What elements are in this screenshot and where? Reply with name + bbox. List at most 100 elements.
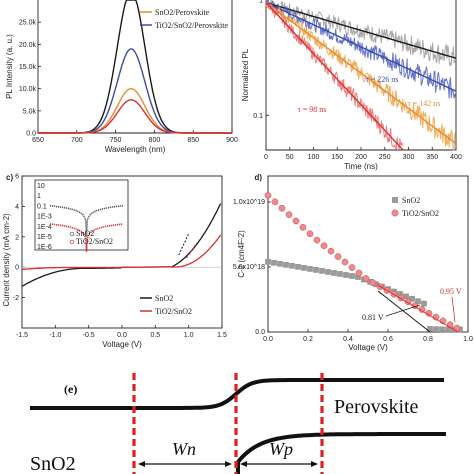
panel-a-series-3 [38, 99, 232, 134]
panel-c-xtick-label: -1.0 [49, 332, 61, 339]
panel-b-xlabel: Time (ns) [344, 162, 378, 171]
panel-d-point-sno2 [331, 270, 337, 276]
panel-c-inset-ytick-label: 1 [37, 193, 41, 200]
panel-c-ylabel: Current density (mA cm-2) [2, 213, 11, 307]
panel-d-point-tio2 [306, 230, 314, 238]
panel-a-series-2 [38, 87, 232, 134]
panel-d-point-tio2 [313, 236, 321, 244]
panel-c-inset-ytick-label: 1E-6 [37, 244, 52, 251]
panel-b-fit-0 [265, 1, 457, 59]
panel-c-ytick-label: 2 [15, 234, 19, 241]
panel-a-xtick-label: 800 [149, 137, 161, 144]
panel-d-xtick-label: 0.2 [303, 336, 313, 343]
panel-d-xlabel: Voltage (V) [348, 343, 388, 352]
panel-a-legend-2: TiO2/SnO2/Perovskite [155, 21, 229, 30]
panel-a-ylabel: PL Intensity (a. u.) [5, 34, 14, 99]
panel-d-fit-sno2 [377, 290, 431, 333]
panel-d-point-sno2 [265, 259, 271, 265]
panel-d-annotation-2: 0.95 V [440, 287, 462, 296]
panel-c-xtick-label: 0.0 [117, 332, 127, 339]
panel-c-fit-tio2 [186, 242, 198, 259]
panel-a-series-0 [38, 0, 232, 134]
panel-b-tau-label-1: τ = 226 ns [366, 75, 399, 84]
panel-d-point-sno2 [277, 261, 283, 267]
panel-a-xtick-label: 750 [110, 137, 122, 144]
panel-a-xlabel: Wavelength (nm) [105, 145, 166, 154]
panel-c-inset-ytick-label: 1E-5 [37, 234, 52, 241]
panel-c-ytick-label: 0 [15, 265, 19, 272]
panel-d-point-tio2 [320, 242, 328, 250]
panel-b-xtick-label: 150 [331, 154, 343, 161]
panel-b-ytick-label: 1 [259, 0, 263, 5]
panel-a-ytick-label: 20.0k [19, 42, 37, 49]
panel-d-arrow-2 [451, 296, 456, 323]
panel-d-point-sno2 [439, 326, 445, 333]
panel-d-point-tio2 [299, 224, 307, 231]
panel-b-xtick-label: 0 [264, 154, 268, 161]
panel-a-ytick-label: 0.0 [26, 131, 36, 138]
panel-d-label: d) [254, 173, 262, 182]
diagram-e-wp-arrow-head-right [311, 461, 318, 467]
panel-c-xtick-label: 1.0 [184, 332, 194, 339]
panel-d-point-sno2 [271, 260, 277, 266]
diagram-e-label: (e) [64, 382, 77, 396]
panel-d-xtick-label: 0.4 [343, 336, 353, 343]
panel-d-ytick-label: 5.0x10^18 [233, 264, 265, 271]
panel-d-point-tio2 [369, 279, 377, 287]
panel-d-ytick-label: 0.0 [255, 329, 265, 336]
panel-d-point-tio2 [327, 247, 335, 255]
panel-d-point-sno2 [337, 271, 343, 277]
panel-a-ytick-label: 5.0k [23, 108, 37, 115]
panel-b-xtick-label: 300 [403, 154, 415, 161]
panel-d-point-tio2 [292, 217, 300, 225]
panel-c-legend-1: SnO2 [155, 294, 173, 303]
panel-d-point-tio2 [334, 253, 342, 260]
panel-d-point-sno2 [313, 267, 319, 273]
panel-a-axes [37, 0, 233, 134]
panel-d-fit-tio2 [377, 284, 459, 333]
panel-d-annotation-1: 0.81 V [362, 313, 384, 322]
panel-b-xtick-label: 100 [308, 154, 320, 161]
panel-d-point-sno2 [409, 295, 415, 302]
panel-b-xtick-label: 350 [426, 154, 438, 161]
panel-c-inset-sno2 [49, 204, 124, 238]
panel-c-ytick-label: 6 [15, 174, 19, 181]
panel-b-fit-1 [265, 1, 457, 92]
panel-d-legend-marker-2 [391, 209, 399, 217]
panel-c-inset-frame [34, 179, 129, 251]
panel-d-point-tio2 [278, 204, 286, 212]
panel-c-xlabel: Voltage (V) [102, 340, 142, 349]
panel-b-data-2 [265, 3, 456, 151]
panel-d-point-sno2 [295, 264, 301, 270]
panel-b-tau-label-0: τ = 360 ns [400, 29, 433, 38]
panel-d-point-sno2 [433, 326, 439, 332]
panel-a-ytick-label: 15.0k [19, 64, 37, 71]
panel-d-arrow-1 [385, 304, 421, 317]
diagram-e-perovskite: Perovskite [334, 396, 419, 418]
diagram-e-sno2: SnO2 [30, 453, 76, 474]
panel-c-series-tio2 [21, 234, 222, 271]
panel-d-point-tio2 [362, 275, 370, 282]
panel-d-xtick-label: 0.8 [423, 336, 433, 343]
panel-d-point-sno2 [349, 273, 355, 279]
panel-b-tau-label-3: τ = 98 ns [298, 105, 327, 114]
panel-c-fit-sno2 [178, 233, 190, 256]
panel-b-ytick-label: 0.1 [253, 113, 263, 120]
panel-d-xtick-label: 0.0 [263, 336, 273, 343]
panel-c-inset-ytick-label: 10 [37, 183, 45, 190]
panel-d-legend-marker-1 [392, 197, 398, 203]
panel-d-legend-1: SnO2 [402, 196, 420, 205]
diagram-e-wp-arrow-head-left [240, 461, 247, 467]
panel-a-legend-1: SnO2/Perovskite [155, 8, 210, 17]
panel-c-inset-ytick-label: 0.1 [37, 203, 47, 210]
panel-c-inset-legend-2: TiO2/SnO2 [76, 237, 113, 246]
panel-b-xtick-label: 400 [450, 154, 462, 161]
panel-d-point-sno2 [319, 268, 325, 274]
diagram-e-upper-band [30, 378, 444, 410]
panel-b-fit-3 [265, 2, 404, 151]
panel-a-xtick-label: 900 [226, 137, 238, 144]
panel-c-inset-tio2 [49, 223, 124, 252]
panel-d-point-tio2 [285, 211, 293, 218]
panel-d-point-tio2 [341, 258, 349, 266]
